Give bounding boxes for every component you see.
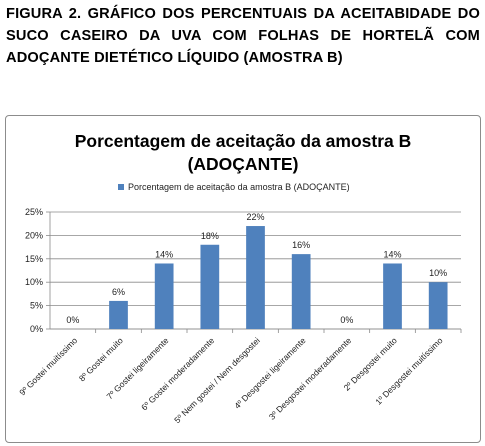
data-label: 0% xyxy=(66,315,79,325)
y-tick-label: 10% xyxy=(25,277,43,287)
data-label: 14% xyxy=(155,249,173,259)
data-label: 14% xyxy=(383,249,401,259)
bar xyxy=(154,263,174,329)
y-tick-label: 20% xyxy=(25,230,43,240)
data-label: 0% xyxy=(340,315,353,325)
data-label: 16% xyxy=(292,240,310,250)
figure-caption: FIGURA 2. GRÁFICO DOS PERCENTUAIS DA ACE… xyxy=(6,6,480,66)
y-tick-label: 5% xyxy=(30,301,43,311)
category-label: 3º Desgostei moderadamente xyxy=(267,335,354,422)
bar-chart: Porcentagem de aceitação da amostra B (A… xyxy=(17,131,462,425)
bar xyxy=(428,282,448,329)
y-tick-label: 25% xyxy=(25,207,43,217)
chart-title-line2: (ADOÇANTE) xyxy=(188,154,299,174)
bar xyxy=(109,300,128,329)
bar xyxy=(200,244,220,329)
bar xyxy=(246,226,265,329)
bar xyxy=(291,254,311,329)
category-label: 8º Gostei muito xyxy=(77,335,125,383)
data-label: 18% xyxy=(201,231,219,241)
category-label: 5º Nem gostei / Nem desgostei xyxy=(172,335,262,425)
category-label: 9º Gostei muitíssimo xyxy=(17,335,79,397)
legend-label: Porcentagem de aceitação da amostra B (A… xyxy=(128,182,350,192)
plot-area: 0%5%10%15%20%25%0%9º Gostei muitíssimo6%… xyxy=(17,207,462,425)
bar xyxy=(383,263,402,329)
data-label: 6% xyxy=(112,287,125,297)
y-tick-label: 15% xyxy=(25,254,43,264)
chart-title-line1: Porcentagem de aceitação da amostra B xyxy=(75,131,412,151)
legend-swatch xyxy=(118,184,124,190)
data-label: 10% xyxy=(429,268,447,278)
chart-container: Porcentagem de aceitação da amostra B (A… xyxy=(5,115,481,443)
data-label: 22% xyxy=(246,212,264,222)
y-tick-label: 0% xyxy=(30,324,43,334)
